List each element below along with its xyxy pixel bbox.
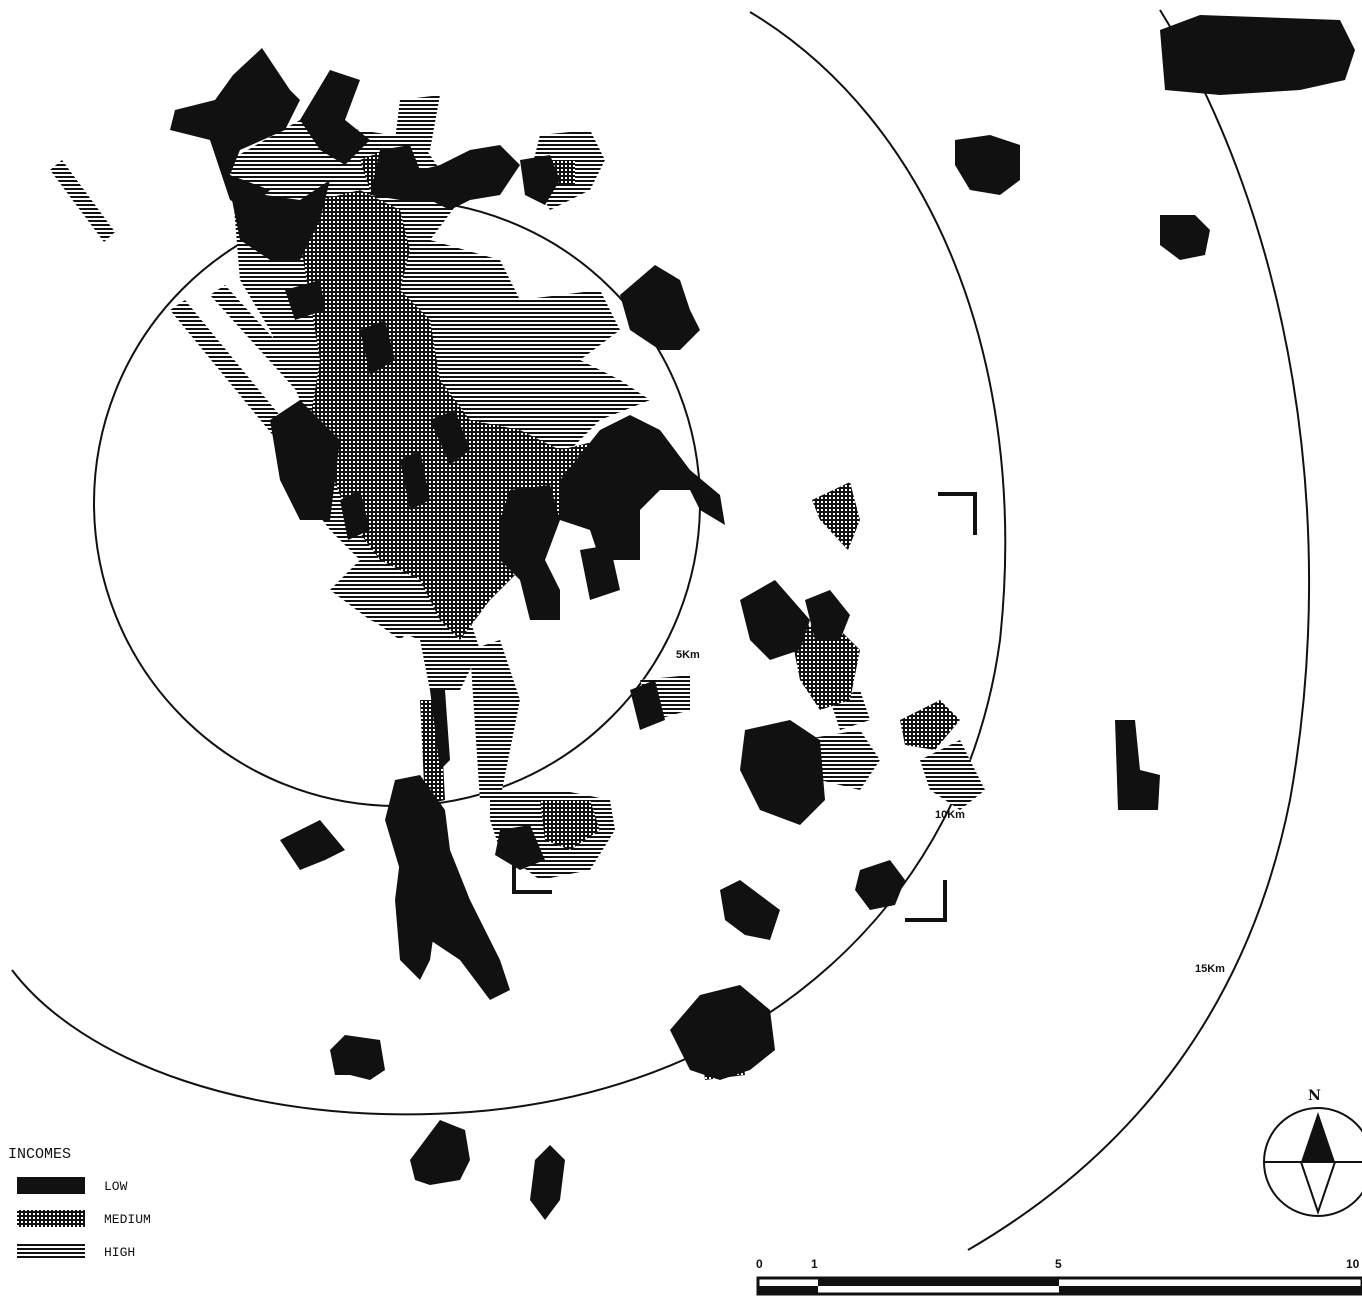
north-letter: N bbox=[1308, 1088, 1321, 1104]
legend-title: INCOMES bbox=[8, 1146, 71, 1163]
legend-label-medium: MEDIUM bbox=[104, 1212, 151, 1227]
ring-15km bbox=[967, 9, 1311, 1251]
ring-label-5km: 5Km bbox=[676, 649, 700, 661]
legend-swatch-medium bbox=[17, 1210, 85, 1227]
scale-bar: 0 1 5 10 bbox=[756, 1257, 1362, 1296]
crop-mark-lower-right bbox=[905, 880, 947, 922]
legend-label-low: LOW bbox=[104, 1179, 128, 1194]
ring-10km bbox=[11, 11, 1007, 1116]
scale-tick-5: 5 bbox=[1055, 1257, 1062, 1271]
scale-tick-0: 0 bbox=[756, 1257, 763, 1271]
crop-mark-lower-left bbox=[512, 860, 552, 894]
scale-tick-10: 10 bbox=[1346, 1257, 1360, 1271]
scale-tick-1: 1 bbox=[811, 1257, 818, 1271]
crop-mark-upper bbox=[938, 492, 977, 535]
compass-rose-icon: N bbox=[1263, 1088, 1362, 1217]
distance-rings bbox=[11, 9, 1311, 1251]
ring-label-15km: 15Km bbox=[1195, 963, 1225, 975]
legend-swatch-high bbox=[17, 1243, 85, 1260]
legend-label-high: HIGH bbox=[104, 1245, 135, 1260]
crop-marks bbox=[512, 492, 977, 922]
ring-label-10km: 10Km bbox=[935, 809, 965, 821]
legend-swatch-low bbox=[17, 1177, 85, 1194]
legend: INCOMES LOW MEDIUM HIGH bbox=[8, 1146, 151, 1260]
low-income-areas bbox=[170, 15, 1355, 1220]
